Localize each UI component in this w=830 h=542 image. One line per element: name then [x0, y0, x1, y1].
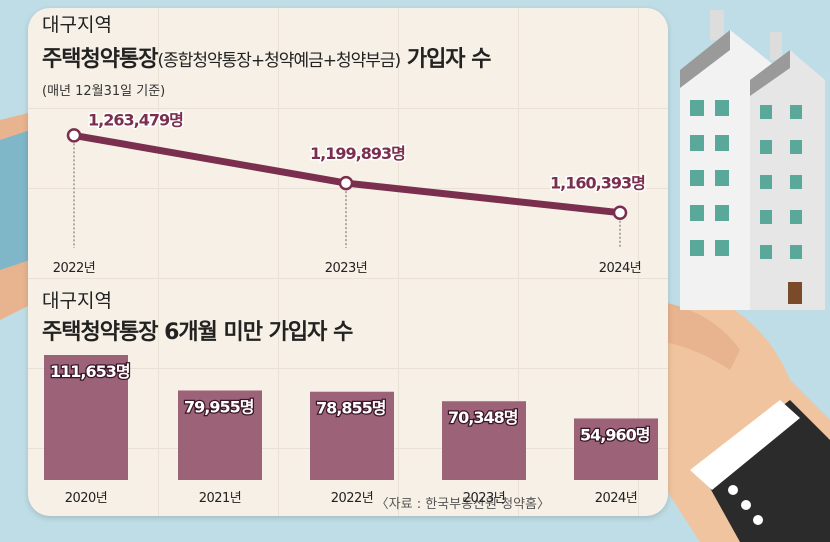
suit-sleeve-shape: [700, 400, 830, 542]
bar-value-label: 111,653명: [50, 362, 130, 381]
bottom-chart-region: 대구지역: [42, 290, 112, 312]
left-cuff-shape: [0, 130, 30, 270]
x-tick-label: 2023년: [325, 261, 368, 276]
x-tick-label: 2021년: [199, 491, 242, 506]
shirt-cuff-shape: [690, 400, 800, 490]
bar-value-label: 79,955명: [184, 397, 254, 416]
x-tick-label: 2024년: [595, 491, 638, 506]
top-chart-note: (매년 12월31일 기준): [42, 84, 166, 99]
x-tick-label: 2024년: [599, 261, 642, 276]
bar: [310, 391, 394, 480]
cuff-button: [741, 500, 751, 510]
top-chart-region: 대구지역: [42, 14, 112, 36]
chart-card: 대구지역 주택청약통장(종합청약통장+청약예금+청약부금) 가입자 수 (매년 …: [28, 8, 668, 516]
bar: [178, 390, 262, 480]
x-tick-label: 2023년: [463, 491, 506, 506]
top-chart-title-paren: (종합청약통장+청약예금+청약부금): [157, 51, 401, 71]
data-point: [338, 175, 354, 191]
apartment-building-illustration: [680, 10, 825, 310]
data-point: [612, 205, 628, 220]
bar: [44, 355, 128, 480]
cuff-button: [753, 515, 763, 525]
top-chart-title: 주택청약통장(종합청약통장+청약예금+청약부금) 가입자 수: [42, 41, 492, 73]
source-note: 〈자료 : 한국부동산원 청약홈〉: [375, 497, 550, 512]
x-tick-label: 2022년: [331, 491, 374, 506]
x-tick-label: 2022년: [53, 261, 96, 276]
top-chart-title-end: 가입자 수: [400, 47, 492, 72]
data-label: 1,160,393명: [550, 174, 645, 193]
data-label: 1,263,479명: [88, 110, 183, 129]
bar-value-label: 78,855명: [316, 399, 386, 418]
data-point: [66, 128, 82, 143]
line-chart: 1,263,479명 2022년 1,199,893명 2023년 1,160,393명…: [53, 109, 648, 276]
bottom-chart-title: 주택청약통장 6개월 미만 가입자 수: [42, 320, 353, 345]
bar-value-label: 70,348명: [448, 408, 518, 427]
x-tick-label: 2020년: [65, 491, 108, 506]
bar-value-label: 54,960명: [580, 425, 650, 444]
bar: [442, 401, 526, 480]
top-chart-title-main: 주택청약통장: [42, 47, 158, 72]
cuff-button: [728, 485, 738, 495]
bar-chart: 111,653명 2020년 79,955명 2021년 78,855명 2022년 70,…: [44, 355, 658, 506]
bar: [574, 418, 658, 480]
data-label: 1,199,893명: [310, 144, 405, 163]
